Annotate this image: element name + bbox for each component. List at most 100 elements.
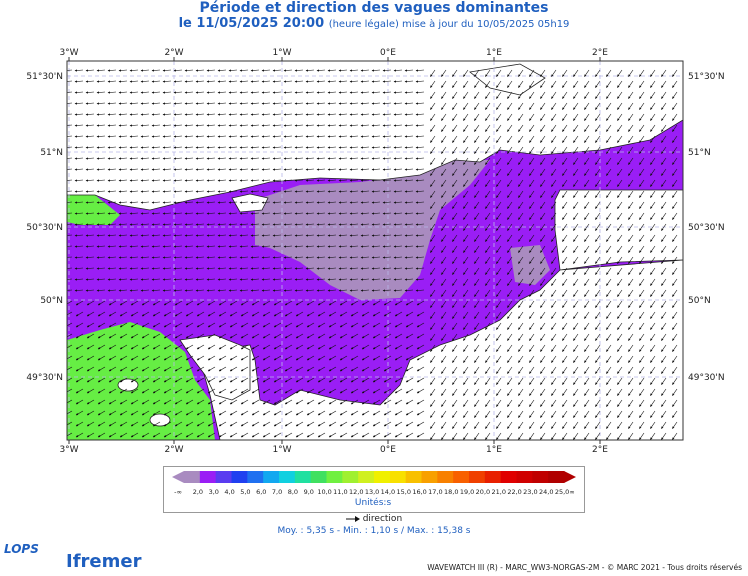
direction-arrow (316, 124, 326, 127)
direction-arrow (173, 179, 183, 182)
direction-arrow (430, 113, 436, 121)
direction-arrow (404, 113, 414, 116)
direction-arrow (140, 102, 150, 105)
direction-arrow (107, 102, 117, 105)
direction-arrow (573, 135, 579, 143)
direction-arrow (562, 124, 568, 132)
direction-arrow (452, 190, 458, 198)
direction-arrow (540, 102, 546, 110)
direction-arrow (584, 124, 590, 132)
direction-arrow (415, 168, 425, 171)
direction-arrow (606, 91, 612, 99)
direction-arrow (595, 146, 601, 154)
direction-arrow (316, 179, 326, 182)
direction-arrow (430, 124, 436, 132)
direction-arrow (573, 124, 579, 132)
direction-arrow (261, 146, 271, 149)
direction-arrow (540, 113, 546, 121)
direction-arrow (371, 124, 381, 127)
direction-arrow (382, 91, 392, 94)
direction-arrow (496, 91, 502, 99)
direction-arrow (551, 113, 557, 121)
direction-arrow (573, 179, 579, 187)
direction-arrow (518, 80, 524, 88)
direction-arrow (228, 124, 238, 127)
direction-arrow (327, 168, 337, 171)
direction-arrow (184, 179, 194, 182)
scale-cell (326, 471, 343, 483)
direction-arrow (595, 102, 601, 110)
direction-arrow (617, 69, 623, 77)
direction-arrow (228, 179, 238, 182)
direction-arrow (573, 91, 579, 99)
direction-arrow (228, 157, 238, 160)
direction-arrow (151, 124, 161, 127)
direction-arrow (661, 146, 667, 154)
direction-arrow (272, 91, 282, 94)
direction-arrow (404, 190, 414, 193)
direction-arrow (595, 135, 601, 143)
direction-arrow (606, 168, 612, 176)
direction-arrow (140, 124, 150, 127)
lon-tick-bottom: 0°E (380, 445, 396, 455)
direction-arrow (107, 124, 117, 127)
direction-arrow (672, 135, 678, 143)
scale-cell (405, 471, 422, 483)
direction-arrow (118, 146, 128, 149)
direction-arrow (118, 91, 128, 94)
direction-arrow (562, 102, 568, 110)
direction-arrow (140, 168, 150, 171)
direction-arrow (551, 146, 557, 154)
direction-arrow (518, 102, 524, 110)
direction-arrow (496, 124, 502, 132)
direction-arrow (551, 168, 557, 176)
direction-arrow (371, 80, 381, 83)
direction-arrow (628, 124, 634, 132)
direction-arrow (628, 80, 634, 88)
lat-tick-right: 50°N (688, 296, 711, 306)
direction-arrow (349, 135, 359, 138)
direction-arrow (250, 157, 260, 160)
direction-arrow (562, 69, 568, 77)
direction-arrow (463, 190, 469, 198)
direction-arrow (85, 146, 95, 149)
direction-arrow (393, 190, 403, 193)
direction-arrow (474, 69, 480, 77)
direction-arrow (74, 102, 84, 105)
direction-arrow (206, 102, 216, 105)
direction-arrow (415, 80, 425, 83)
direction-arrow (206, 113, 216, 116)
direction-arrow (485, 69, 491, 77)
direction-arrow (628, 135, 634, 143)
direction-arrow (393, 113, 403, 116)
direction-arrow (118, 190, 128, 193)
lat-tick-right: 50°30'N (688, 223, 725, 233)
direction-arrow (195, 179, 205, 182)
scale-cell (215, 471, 232, 483)
direction-arrow (250, 69, 260, 72)
direction-arrow (250, 190, 260, 193)
direction-arrow (140, 80, 150, 83)
direction-arrow (294, 135, 304, 138)
direction-arrow (507, 146, 513, 154)
direction-arrow (404, 80, 414, 83)
direction-arrow (672, 124, 678, 132)
scale-cell (516, 471, 533, 483)
direction-arrow (162, 80, 172, 83)
direction-arrow (195, 69, 205, 72)
direction-arrow (507, 135, 513, 143)
direction-arrow (228, 168, 238, 171)
direction-arrow (430, 69, 436, 77)
direction-arrow (360, 146, 370, 149)
direction-arrow (529, 80, 535, 88)
direction-arrow (573, 168, 579, 176)
direction-arrow (562, 91, 568, 99)
direction-arrow (228, 113, 238, 116)
direction-arrow (496, 179, 502, 187)
direction-arrow (162, 124, 172, 127)
direction-arrow (217, 168, 227, 171)
direction-arrow (140, 146, 150, 149)
direction-arrow (562, 113, 568, 121)
direction-arrow (250, 135, 260, 138)
